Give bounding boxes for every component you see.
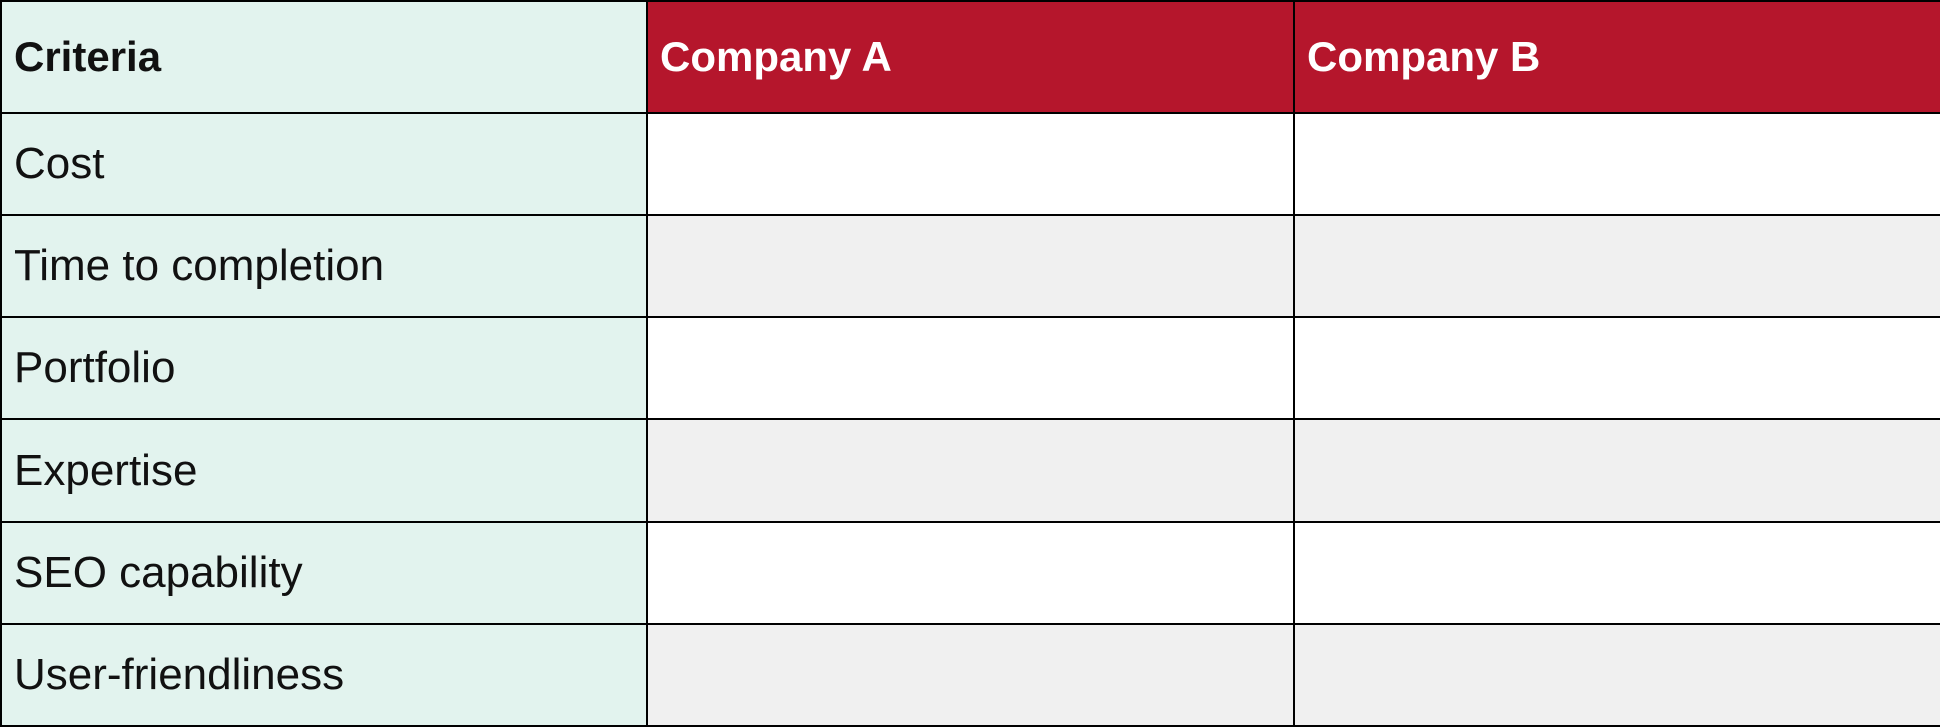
empty-cell	[648, 318, 1295, 421]
empty-cell	[1295, 318, 1940, 421]
empty-cell	[1295, 216, 1940, 319]
criteria-cell: Portfolio	[2, 318, 648, 421]
criteria-cell: Time to completion	[2, 216, 648, 319]
empty-cell	[1295, 624, 1940, 727]
empty-cell	[648, 114, 1295, 217]
criteria-cell: Cost	[2, 114, 648, 217]
empty-cell	[648, 216, 1295, 319]
criteria-cell: User-friendliness	[2, 624, 648, 727]
criteria-cell: Expertise	[2, 420, 648, 523]
header-cell: Company A	[648, 2, 1295, 114]
header-cell: Criteria	[2, 2, 648, 114]
criteria-cell: SEO capability	[2, 522, 648, 625]
empty-cell	[648, 420, 1295, 523]
empty-cell	[1295, 114, 1940, 217]
header-cell: Company B	[1295, 2, 1940, 114]
empty-cell	[648, 522, 1295, 625]
empty-cell	[648, 624, 1295, 727]
empty-cell	[1295, 420, 1940, 523]
empty-cell	[1295, 522, 1940, 625]
